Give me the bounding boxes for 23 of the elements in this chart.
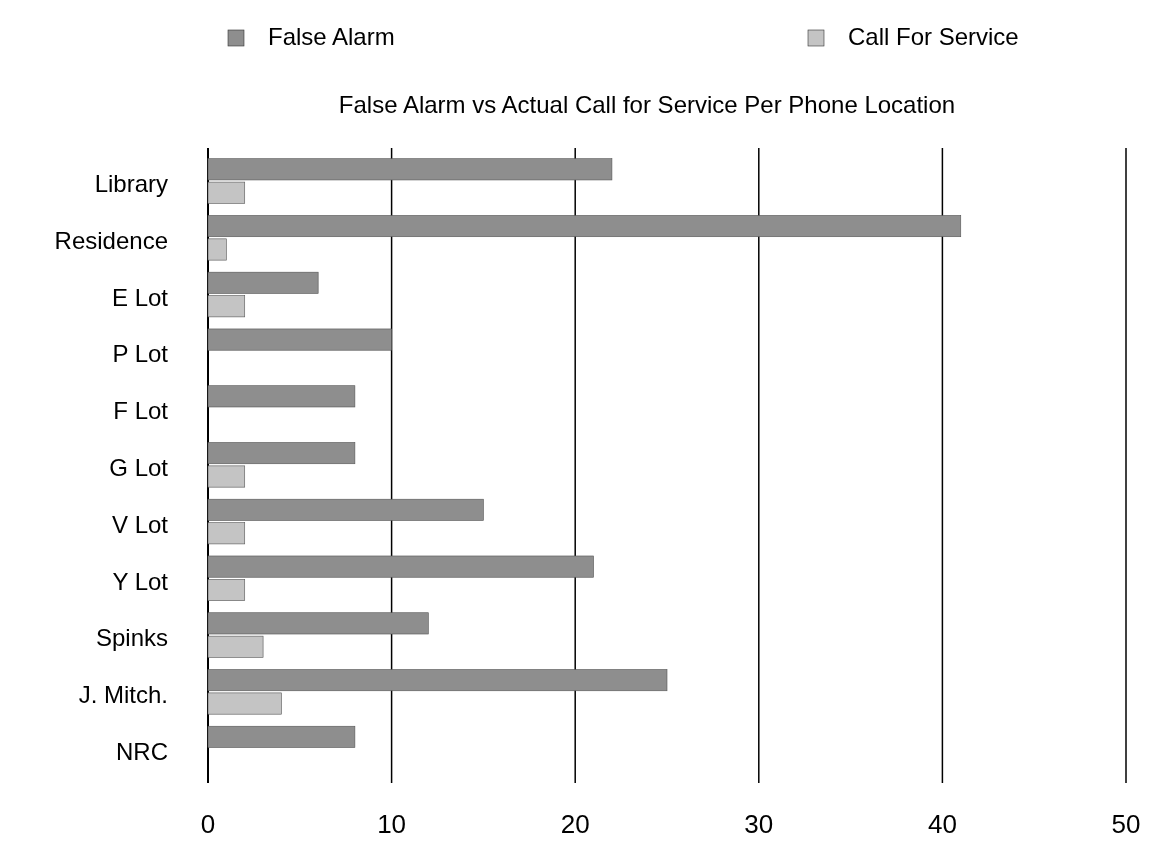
y-tick-label: Residence	[54, 226, 168, 254]
y-tick-label: NRC	[116, 737, 168, 765]
y-tick-label: F Lot	[113, 397, 169, 425]
x-tick-label: 10	[377, 809, 407, 839]
y-tick-label: J. Mitch.	[78, 681, 168, 709]
bar	[207, 385, 356, 408]
y-tick-label: E Lot	[111, 283, 169, 311]
legend-label: False Alarm	[268, 23, 395, 50]
legend-label: Call For Service	[848, 23, 1019, 50]
y-tick-label: Y Lot	[112, 567, 169, 595]
x-tick-label: 50	[1111, 809, 1141, 839]
y-tick-label: P Lot	[112, 340, 169, 368]
bar	[207, 725, 356, 748]
chart-title: False Alarm vs Actual Call for Service Per Phone Location	[338, 91, 956, 118]
x-tick-label: 40	[927, 809, 957, 839]
bar	[207, 328, 392, 351]
y-tick-label: Library	[94, 170, 168, 198]
x-tick-label: 20	[560, 809, 590, 839]
x-tick-label: 0	[200, 809, 216, 839]
y-tick-label: Spinks	[95, 624, 168, 652]
y-tick-label: G Lot	[109, 454, 169, 481]
y-tick-label: V Lot	[111, 510, 169, 538]
x-tick-label: 30	[744, 809, 774, 839]
